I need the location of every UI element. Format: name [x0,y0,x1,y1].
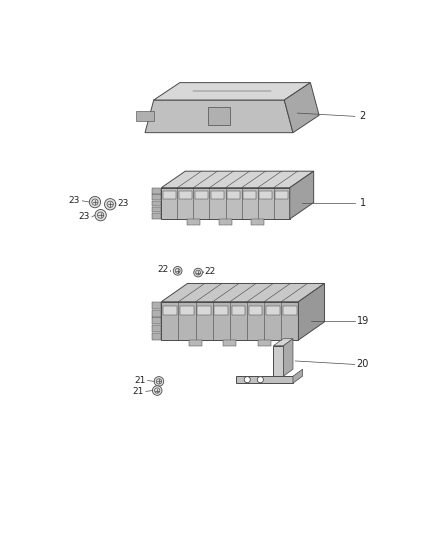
Bar [189,340,202,346]
Bar [152,195,161,200]
Bar [152,325,161,332]
Polygon shape [298,284,325,340]
Polygon shape [293,369,303,383]
Polygon shape [154,83,311,100]
Bar [163,306,177,315]
Bar [243,191,256,199]
Bar [223,340,237,346]
Circle shape [152,386,162,395]
Text: 23: 23 [78,212,90,221]
Bar [152,310,161,317]
Circle shape [194,268,202,277]
Bar [249,306,262,315]
Bar [152,333,161,340]
Text: 21: 21 [132,387,144,396]
Bar [266,306,279,315]
Bar [232,306,245,315]
Bar [259,191,272,199]
Bar [152,188,161,193]
Bar [211,191,224,199]
Bar [152,207,161,213]
Text: 22: 22 [158,265,169,274]
Text: 2: 2 [360,111,366,122]
Bar [152,200,161,206]
Text: 20: 20 [357,359,369,369]
Text: 23: 23 [117,199,129,208]
Circle shape [173,266,182,275]
Polygon shape [161,284,325,302]
Polygon shape [284,83,319,133]
Bar [208,107,230,125]
Text: 22: 22 [205,267,216,276]
Bar [219,219,232,225]
Circle shape [154,377,164,386]
Bar [180,306,194,315]
Bar [198,306,211,315]
Polygon shape [145,100,293,133]
Bar [152,318,161,325]
Bar [215,306,228,315]
Polygon shape [161,171,314,188]
Bar [152,213,161,219]
Bar [283,306,297,315]
Polygon shape [283,339,293,376]
Bar [136,111,154,121]
Bar [251,219,264,225]
Circle shape [89,197,101,208]
Text: 21: 21 [134,376,145,385]
Circle shape [244,377,251,383]
Polygon shape [273,346,283,376]
Bar [227,191,240,199]
Bar [258,340,271,346]
Bar [195,191,208,199]
Circle shape [257,377,263,383]
Polygon shape [237,376,293,383]
Text: 23: 23 [69,196,80,205]
Text: 1: 1 [360,198,366,208]
Bar [179,191,192,199]
Circle shape [95,209,106,221]
Polygon shape [273,339,293,346]
Bar [187,219,200,225]
Polygon shape [161,188,290,219]
Bar [275,191,288,199]
Bar [152,302,161,309]
Polygon shape [161,302,298,340]
Bar [163,191,176,199]
Circle shape [105,199,116,210]
Text: 19: 19 [357,316,369,326]
Polygon shape [290,171,314,219]
